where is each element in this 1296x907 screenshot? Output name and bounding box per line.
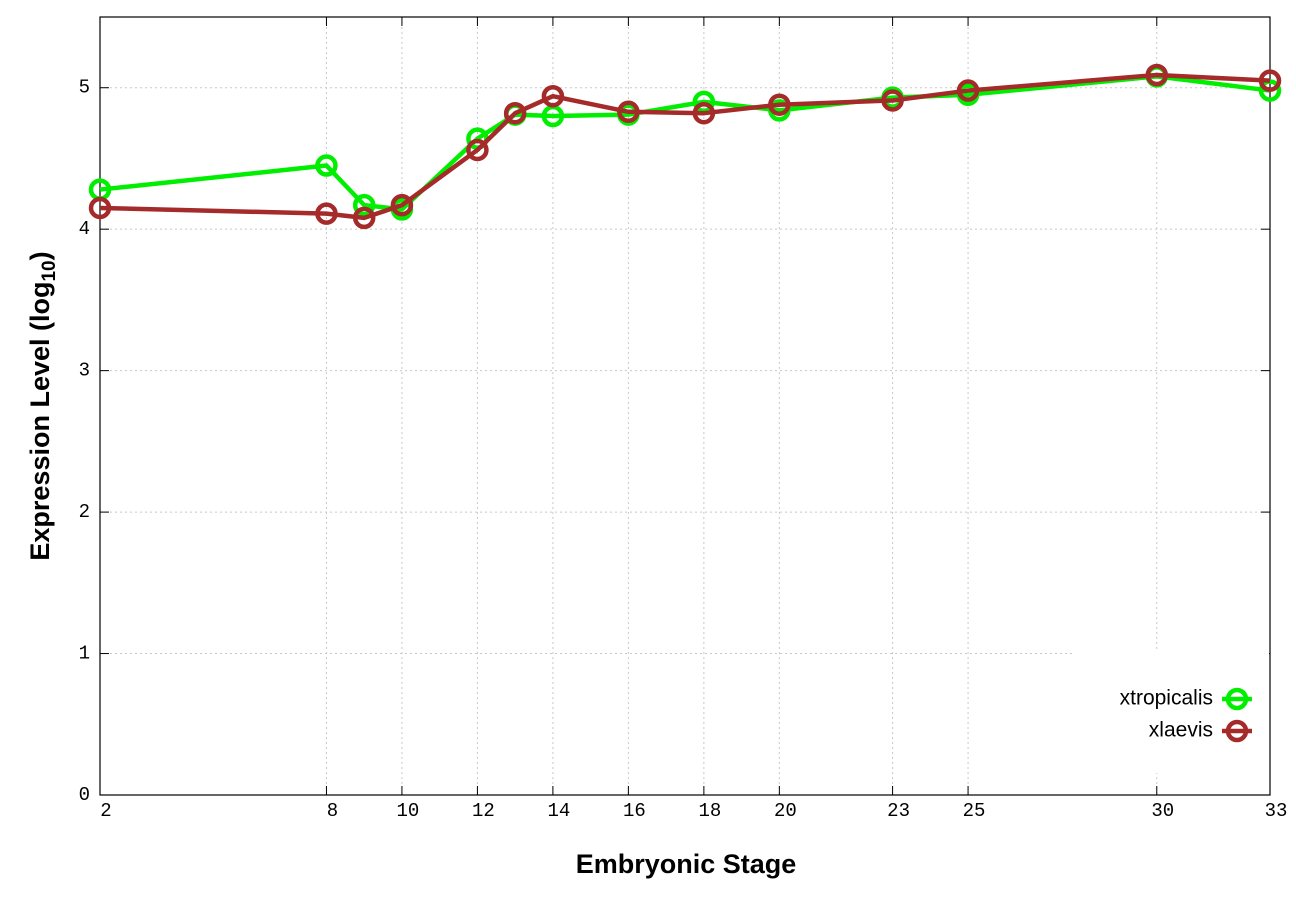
y-tick-label: 1 — [79, 643, 90, 665]
series-line — [99, 74, 1271, 212]
plot-border — [99, 16, 1271, 796]
data-point — [352, 206, 376, 230]
y-tick-label: 5 — [79, 77, 90, 99]
x-tick-label: 10 — [397, 800, 420, 822]
data-point — [315, 202, 338, 225]
data-point — [315, 154, 338, 177]
data-point — [956, 79, 980, 102]
data-point — [692, 101, 716, 125]
x-tick-label: 25 — [963, 800, 986, 822]
legend-label: xtropicalis — [1120, 687, 1213, 710]
data-point — [1145, 63, 1169, 87]
data-point — [390, 193, 414, 217]
y-axis-title-subscript: 10 — [39, 260, 60, 281]
series-line — [99, 72, 1271, 221]
data-point — [88, 196, 112, 220]
x-tick-label: 8 — [327, 800, 338, 822]
data-point — [352, 193, 376, 217]
x-tick-label: 30 — [1151, 800, 1174, 822]
legend-marker — [1225, 719, 1249, 743]
x-tick-label: 12 — [472, 800, 495, 822]
legend-label: xlaevis — [1149, 719, 1213, 742]
legend-background — [1075, 649, 1269, 773]
x-tick-label: 33 — [1265, 800, 1288, 822]
x-tick-label: 23 — [887, 800, 910, 822]
data-point — [692, 90, 716, 114]
y-tick-label: 2 — [79, 501, 90, 523]
x-tick-label: 20 — [774, 800, 797, 822]
y-tick-label: 3 — [79, 360, 90, 382]
x-tick-label: 2 — [100, 800, 111, 822]
x-tick-label: 14 — [547, 800, 570, 822]
legend-marker — [1225, 687, 1249, 711]
x-axis-title: Embryonic Stage — [576, 849, 797, 879]
data-point — [541, 84, 565, 108]
data-point — [881, 89, 904, 112]
y-tick-label: 4 — [79, 218, 90, 240]
data-point — [466, 138, 489, 162]
y-axis-title-main: Expression Level (log — [25, 282, 55, 561]
y-tick-label: 0 — [79, 784, 90, 806]
data-point — [503, 101, 527, 125]
data-point — [1258, 79, 1282, 102]
data-point — [768, 93, 791, 116]
x-tick-label: 16 — [623, 800, 646, 822]
data-point — [1258, 69, 1282, 92]
y-axis-title-end: ) — [25, 251, 55, 260]
data-point — [617, 100, 640, 124]
y-axis-title: Expression Level (log10) — [25, 251, 60, 560]
x-tick-label: 18 — [698, 800, 721, 822]
